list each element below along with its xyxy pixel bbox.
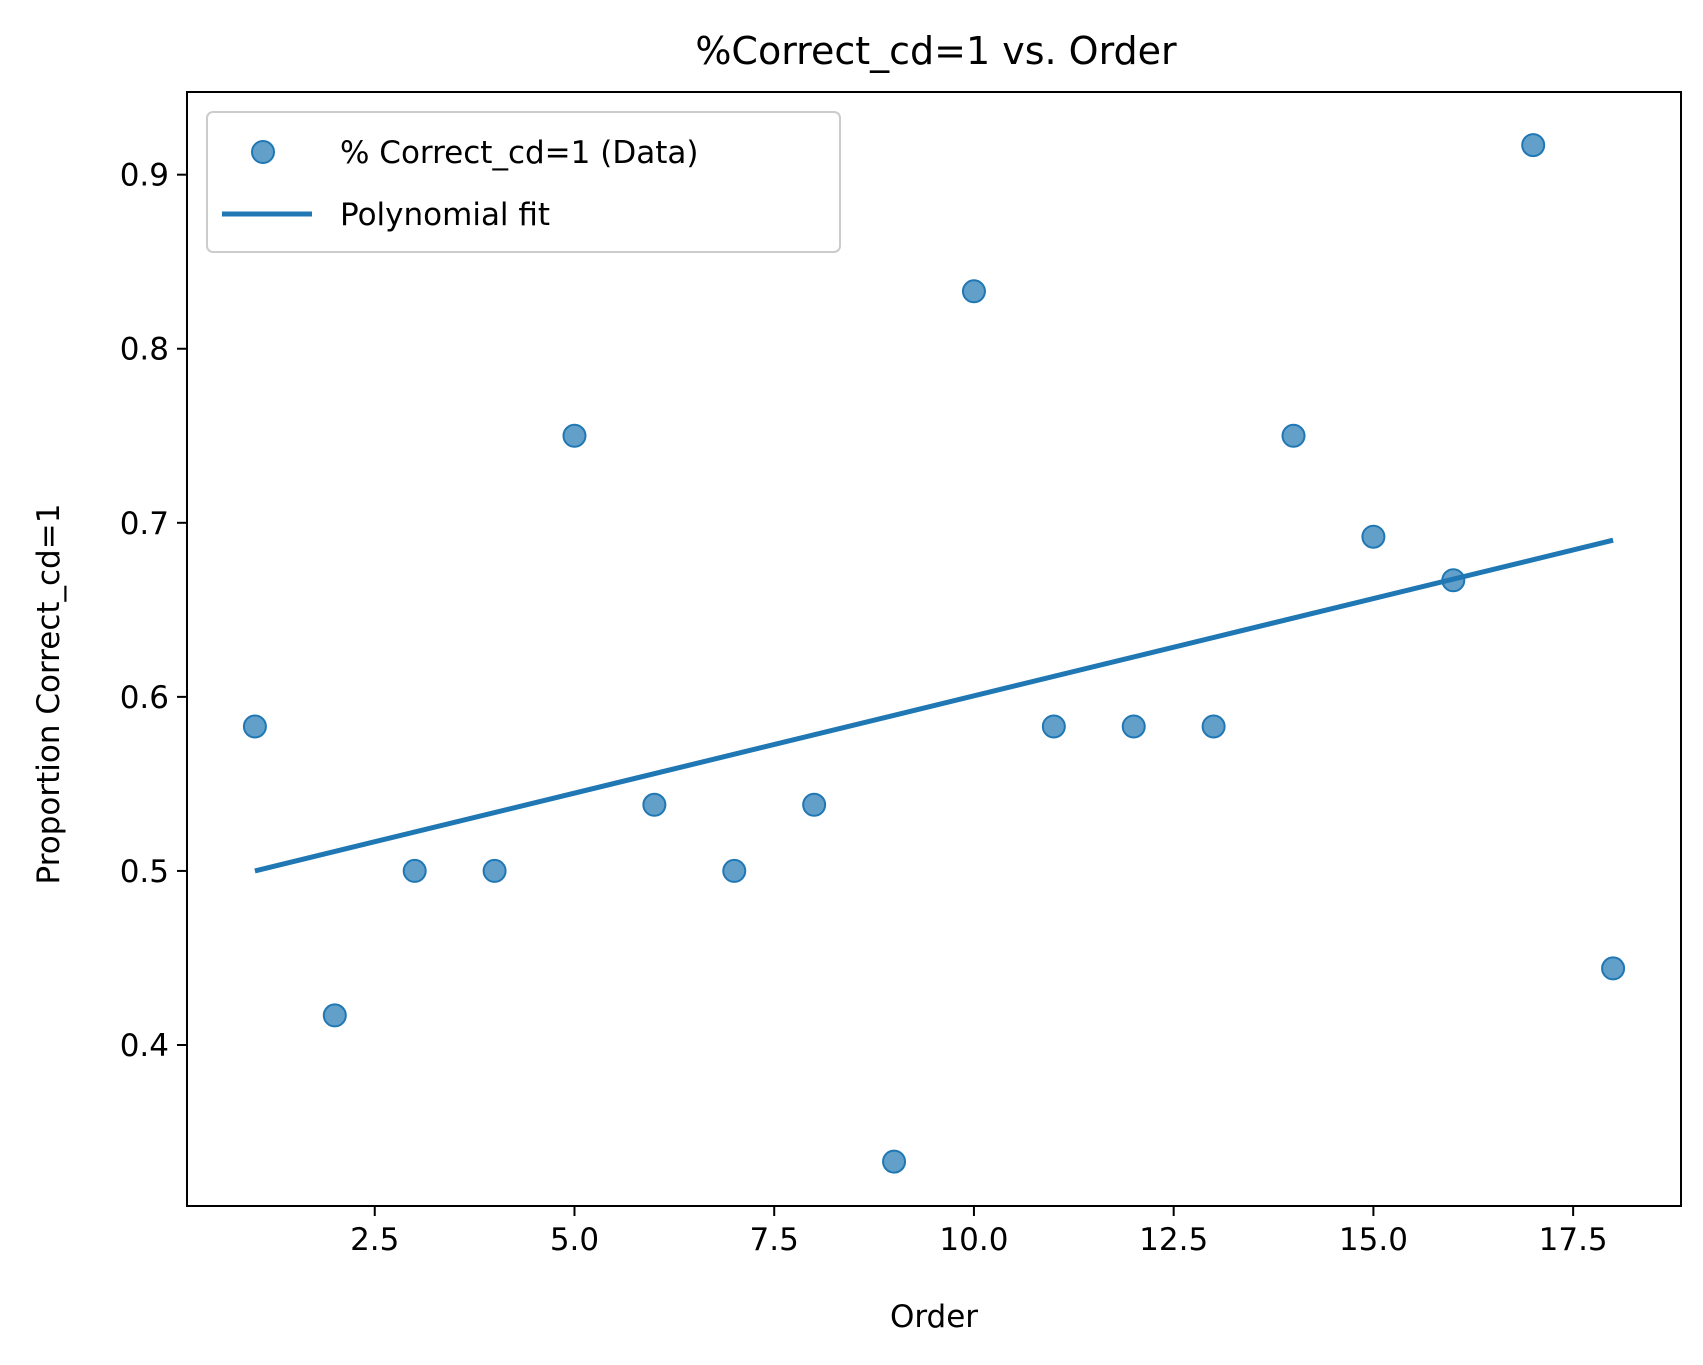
data-point [1121, 714, 1146, 739]
data-point [482, 858, 507, 883]
x-tick-label: 12.5 [1139, 1222, 1208, 1258]
x-tick-label: 15.0 [1339, 1222, 1408, 1258]
fit-line [254, 537, 1614, 874]
y-tick-label: 0.6 [120, 680, 169, 716]
x-axis-label: Order [890, 1299, 978, 1335]
x-tick-label: 17.5 [1539, 1222, 1608, 1258]
data-point [1041, 714, 1066, 739]
data-point [242, 714, 267, 739]
x-tick-label: 7.5 [750, 1222, 799, 1258]
legend-marker-data [251, 140, 275, 164]
x-tick-label: 2.5 [350, 1222, 399, 1258]
data-point [1281, 423, 1306, 448]
x-tick-label: 5.0 [550, 1222, 599, 1258]
y-axis-label: Proportion Correct_cd=1 [31, 504, 67, 885]
chart-title: %Correct_cd=1 vs. Order [695, 29, 1177, 73]
y-tick-label: 0.9 [120, 158, 169, 194]
plot-area: 2.5 5.0 7.5 10.0 12.5 15.0 17.5 0.4 0.5 0.6 0.7 0.8… [120, 91, 1682, 1258]
data-point [1361, 524, 1386, 549]
data-point [1601, 956, 1626, 981]
data-point [1521, 133, 1546, 158]
y-tick-label: 0.5 [120, 854, 169, 890]
x-tick-label: 10.0 [939, 1222, 1008, 1258]
axes-frame [186, 91, 1682, 1207]
data-point [642, 792, 667, 817]
legend-label: % Correct_cd=1 (Data) [340, 135, 698, 171]
data-point [322, 1003, 347, 1028]
data-point [402, 858, 427, 883]
y-tick-label: 0.4 [120, 1028, 169, 1064]
legend-box [206, 111, 841, 253]
legend-label: Polynomial fit [340, 197, 550, 233]
data-point [961, 279, 986, 304]
data-point [1201, 714, 1226, 739]
data-point [882, 1149, 907, 1174]
data-point [722, 858, 747, 883]
legend: % Correct_cd=1 (Data) Polynomial fit [206, 111, 841, 253]
data-point [562, 423, 587, 448]
y-tick-label: 0.8 [120, 332, 169, 368]
data-point [802, 792, 827, 817]
data-point [1441, 568, 1466, 593]
y-tick-label: 0.7 [120, 506, 169, 542]
